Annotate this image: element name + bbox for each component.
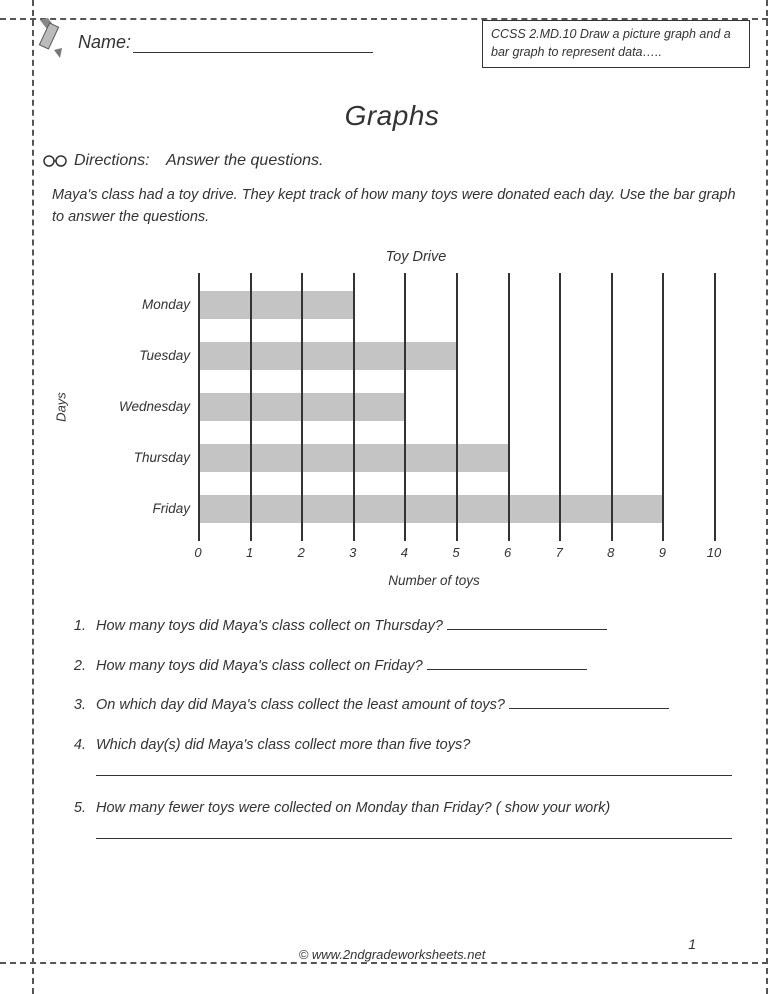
chart-plot-area xyxy=(198,273,714,541)
chart-gridline xyxy=(404,273,406,541)
question-number: 4. xyxy=(68,737,86,753)
question: 3. On which day did Maya's class collect … xyxy=(68,695,732,717)
chart-xtick: 7 xyxy=(556,545,563,560)
page-number: 1 xyxy=(688,936,696,952)
chart-xtick: 5 xyxy=(452,545,459,560)
question: 2. How many toys did Maya's class collect… xyxy=(68,656,732,678)
question-text: How many fewer toys were collected on Mo… xyxy=(96,798,732,820)
answer-blank[interactable] xyxy=(447,618,607,630)
chart-bar xyxy=(198,495,662,523)
question-number: 1. xyxy=(68,618,86,634)
question: 5. How many fewer toys were collected on … xyxy=(68,798,732,820)
intro-text: Maya's class had a toy drive. They kept … xyxy=(52,184,736,229)
chart-gridline xyxy=(198,273,200,541)
chart-ylabel: Days xyxy=(53,392,68,422)
chart-xticks: 012345678910 xyxy=(198,541,714,563)
question-number: 3. xyxy=(68,697,86,713)
chart-xtick: 4 xyxy=(401,545,408,560)
chart-xtick: 10 xyxy=(707,545,721,560)
chart-gridline xyxy=(611,273,613,541)
chart-gridline xyxy=(250,273,252,541)
chart-category-label: Tuesday xyxy=(94,342,190,370)
chart-category-label: Wednesday xyxy=(94,393,190,421)
name-field: Name: xyxy=(78,32,373,53)
chart-gridline xyxy=(508,273,510,541)
question-text: How many toys did Maya's class collect o… xyxy=(96,656,732,678)
glasses-icon xyxy=(42,154,68,168)
chart-category-label: Friday xyxy=(94,495,190,523)
answer-full-line[interactable] xyxy=(96,775,732,776)
answer-full-line[interactable] xyxy=(96,838,732,839)
chart-xtick: 9 xyxy=(659,545,666,560)
chart-xtick: 2 xyxy=(298,545,305,560)
question: 1. How many toys did Maya's class collect… xyxy=(68,616,732,638)
question-text: How many toys did Maya's class collect o… xyxy=(96,616,732,638)
chart-bar xyxy=(198,291,353,319)
questions: 1. How many toys did Maya's class collect… xyxy=(68,616,732,839)
question-number: 5. xyxy=(68,800,86,816)
chart-category-label: Monday xyxy=(94,291,190,319)
chart-category-labels: Monday Tuesday Wednesday Thursday Friday xyxy=(94,273,198,541)
standards-box: CCSS 2.MD.10 Draw a picture graph and a … xyxy=(482,20,750,68)
chart-gridline xyxy=(662,273,664,541)
question-number: 2. xyxy=(68,658,86,674)
question-text: On which day did Maya's class collect th… xyxy=(96,695,732,717)
answer-blank[interactable] xyxy=(509,697,669,709)
header: Name: CCSS 2.MD.10 Draw a picture graph … xyxy=(34,20,750,76)
chart-gridline xyxy=(301,273,303,541)
chart-xtick: 6 xyxy=(504,545,511,560)
answer-blank[interactable] xyxy=(427,658,587,670)
chart-xtick: 3 xyxy=(349,545,356,560)
chart-xtick: 0 xyxy=(194,545,201,560)
question-text: Which day(s) did Maya's class collect mo… xyxy=(96,735,732,757)
directions: Directions: Answer the questions. xyxy=(42,152,742,170)
chart-gridline xyxy=(714,273,716,541)
chart-category-label: Thursday xyxy=(94,444,190,472)
directions-text: Answer the questions. xyxy=(166,152,323,170)
name-label: Name: xyxy=(78,32,131,52)
chart-xtick: 8 xyxy=(607,545,614,560)
question: 4. Which day(s) did Maya's class collect … xyxy=(68,735,732,757)
chart-gridline xyxy=(353,273,355,541)
directions-label: Directions: xyxy=(74,152,150,170)
footer-copyright: © www.2ndgradeworksheets.net xyxy=(34,947,750,962)
chart-title: Toy Drive xyxy=(118,249,714,265)
name-blank-line[interactable] xyxy=(133,39,373,53)
chart-gridline xyxy=(559,273,561,541)
chart: Toy Drive Days MondayTuesdayWednesdayThu… xyxy=(94,249,714,588)
chart-gridline xyxy=(456,273,458,541)
chart-bar xyxy=(198,342,456,370)
page-title: Graphs xyxy=(34,100,750,132)
chart-xlabel: Number of toys xyxy=(154,573,714,588)
worksheet-page: Name: CCSS 2.MD.10 Draw a picture graph … xyxy=(34,20,750,966)
chart-xtick: 1 xyxy=(246,545,253,560)
chart-body: Days MondayTuesdayWednesdayThursdayFrida… xyxy=(94,273,714,541)
pencil-icon xyxy=(36,18,70,60)
